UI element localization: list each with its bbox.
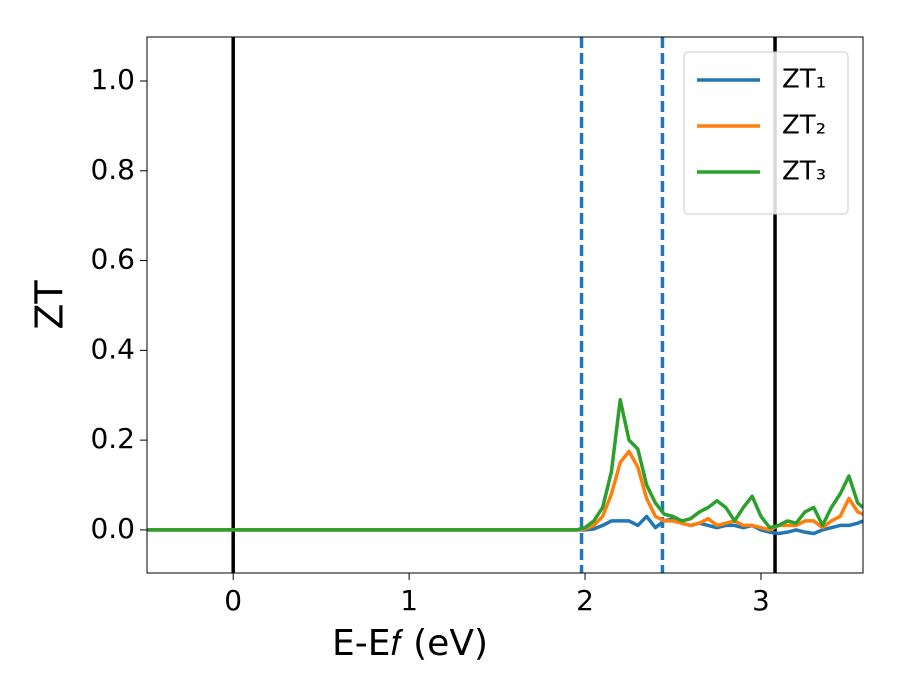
- x-axis-label: E-E𝑓 (eV): [332, 623, 488, 664]
- plot-frame: [146, 36, 864, 574]
- y-tick-label: 1.0: [90, 63, 135, 96]
- series-line: [147, 514, 863, 536]
- legend-label: ZT₂: [782, 111, 826, 141]
- x-tick-label: 1: [400, 584, 418, 617]
- legend-label: ZT₃: [782, 157, 826, 187]
- y-tick-label: 0.4: [90, 332, 135, 365]
- series-line: [147, 397, 863, 532]
- x-tick-label: 0: [224, 584, 242, 617]
- x-tick-label: 2: [576, 584, 594, 617]
- y-tick-label: 0.0: [90, 512, 135, 545]
- y-axis-label: ZT: [28, 280, 72, 330]
- y-tick-label: 0.2: [90, 422, 135, 455]
- series-line: [147, 449, 863, 532]
- legend-label: ZT₁: [782, 65, 826, 95]
- y-tick-label: 0.8: [90, 153, 135, 186]
- x-tick-label: 3: [752, 584, 770, 617]
- y-tick-label: 0.6: [90, 243, 135, 276]
